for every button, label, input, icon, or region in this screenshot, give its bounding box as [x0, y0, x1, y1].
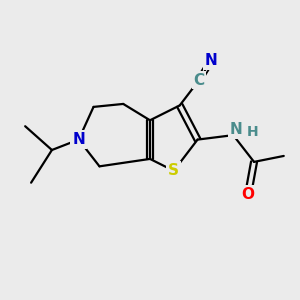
Text: H: H — [247, 125, 258, 139]
Text: N: N — [205, 53, 217, 68]
Text: N: N — [72, 132, 85, 147]
Text: C: C — [194, 73, 205, 88]
Text: S: S — [168, 163, 179, 178]
Text: O: O — [242, 187, 255, 202]
Text: N: N — [230, 122, 243, 137]
